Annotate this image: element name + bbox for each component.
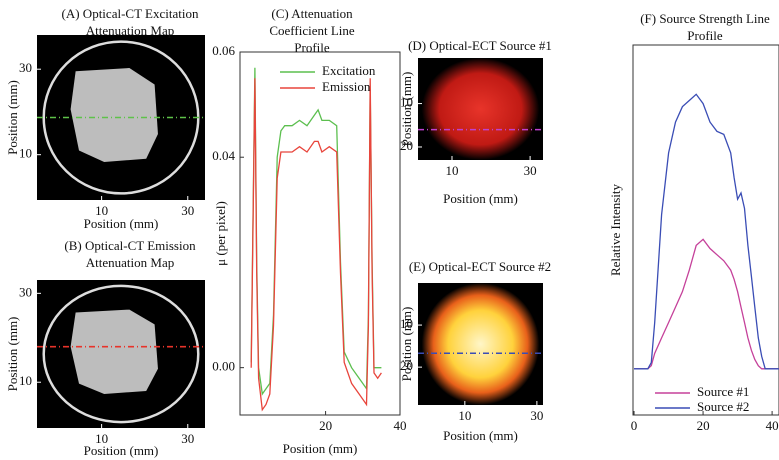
- y-tick-label: 30: [19, 60, 32, 75]
- x-tick-label: 10: [445, 163, 458, 178]
- series-line: [250, 67, 382, 396]
- y-axis-label: μ (per pixel): [213, 201, 228, 266]
- x-tick-label: 40: [766, 418, 779, 433]
- panel-title: (A) Optical-CT Excitation: [62, 6, 199, 21]
- y-tick-label: 10: [400, 316, 413, 331]
- y-axis-label: Position (mm): [5, 317, 20, 392]
- x-tick-label: 20: [697, 418, 710, 433]
- source-glow: [421, 58, 540, 160]
- x-axis-label: Position (mm): [443, 428, 518, 443]
- x-axis-label: Position (mm): [84, 443, 159, 458]
- panel-title: Coefficient Line: [269, 23, 355, 38]
- y-tick-label: 10: [19, 146, 32, 161]
- y-axis-label: Position (mm): [399, 307, 414, 382]
- phantom-insert: [70, 309, 158, 394]
- x-axis-label: Position (mm): [283, 441, 358, 456]
- series-line: [634, 238, 779, 370]
- plot-frame: [239, 51, 401, 416]
- panel-title: (D) Optical-ECT Source #1: [408, 38, 552, 53]
- y-tick-label: 20: [400, 358, 413, 373]
- panel-title: Attenuation Map: [86, 23, 174, 38]
- source-glow: [421, 283, 540, 405]
- y-tick-label: 10: [400, 95, 413, 110]
- legend-label: Source #1: [697, 384, 749, 399]
- phantom-insert: [70, 68, 158, 163]
- x-tick-label: 30: [524, 163, 537, 178]
- panel-title: Profile: [687, 28, 723, 43]
- y-tick-label: 0.00: [212, 359, 235, 374]
- x-tick-label: 30: [530, 408, 543, 423]
- phantom-ring: [42, 284, 200, 424]
- panel-title: (C) Attenuation: [271, 6, 353, 21]
- panel-title: (B) Optical-CT Emission: [64, 238, 196, 253]
- x-tick-label: 10: [458, 408, 471, 423]
- x-tick-label: 10: [95, 203, 108, 218]
- series-line: [634, 93, 779, 370]
- y-axis-label: Position (mm): [399, 72, 414, 147]
- x-axis-label: Position (mm): [443, 191, 518, 206]
- y-tick-label: 0.04: [212, 148, 235, 163]
- plot-frame: [632, 44, 779, 416]
- legend-label: Excitation: [322, 63, 376, 78]
- series-line: [250, 78, 382, 412]
- x-tick-label: 30: [181, 203, 194, 218]
- panel-title: Attenuation Map: [86, 255, 174, 270]
- y-tick-label: 20: [400, 138, 413, 153]
- x-tick-label: 10: [95, 431, 108, 446]
- y-tick-label: 0.06: [212, 43, 235, 58]
- legend-label: Emission: [322, 79, 371, 94]
- y-tick-label: 30: [19, 284, 32, 299]
- x-tick-label: 0: [631, 418, 638, 433]
- x-tick-label: 30: [181, 431, 194, 446]
- panel-title: Profile: [294, 40, 330, 55]
- y-axis-label: Position (mm): [5, 80, 20, 155]
- legend-label: Source #2: [697, 399, 749, 414]
- panel-title: (F) Source Strength Line: [640, 11, 770, 26]
- x-axis-label: Position (mm): [84, 216, 159, 231]
- x-tick-label: 20: [319, 418, 332, 433]
- panel-title: (E) Optical-ECT Source #2: [409, 259, 551, 274]
- x-tick-label: 40: [394, 418, 407, 433]
- y-axis-label: Relative Intensity: [608, 183, 623, 276]
- y-tick-label: 10: [19, 373, 32, 388]
